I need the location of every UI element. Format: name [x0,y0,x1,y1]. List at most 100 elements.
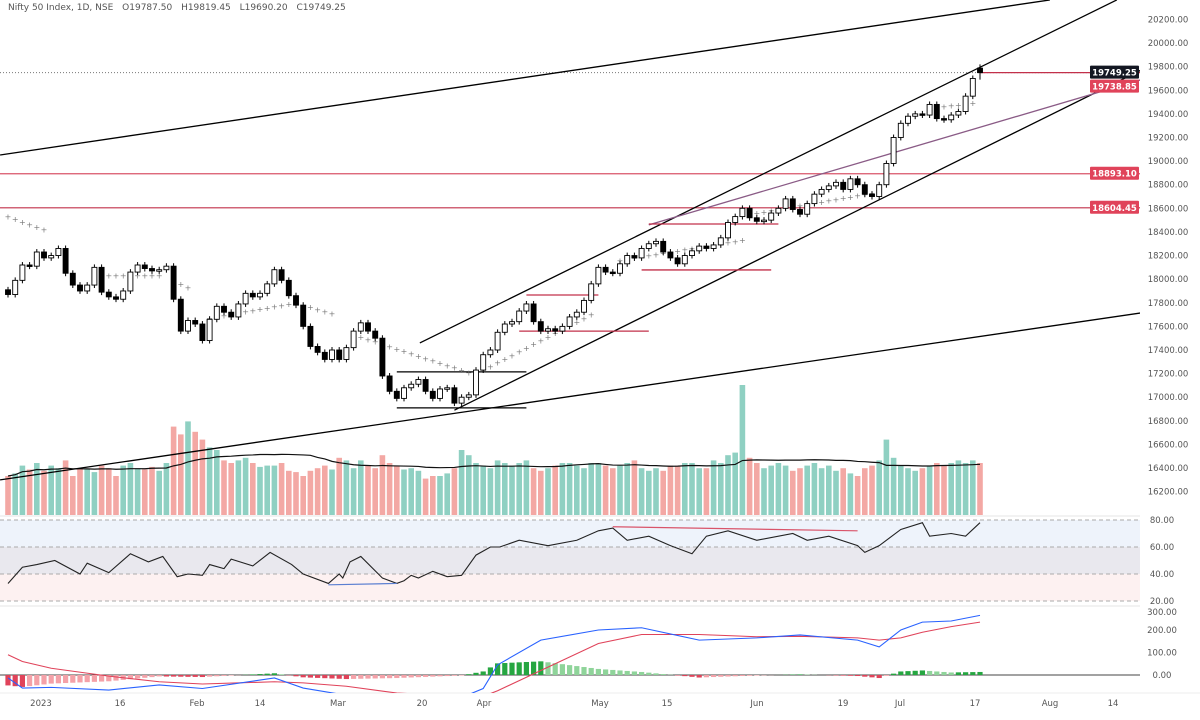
macd-histogram-bar [394,675,400,679]
rsi-line [7,522,981,585]
candle [566,316,573,327]
volume-bar [480,465,486,515]
macd-histogram-bar [552,663,558,675]
volume-bar [408,468,414,515]
macd-tick-label: 300.00 [1147,608,1177,618]
volume-bar [77,468,83,515]
volume-bar [797,468,803,515]
volume-bar [581,468,587,515]
candle [617,263,623,274]
volume-bar [725,455,731,515]
candle [573,311,580,318]
macd-histogram-bar [271,673,277,675]
volume-bar [235,460,242,515]
macd-histogram-bar [876,675,882,679]
volume-bar [912,470,918,515]
candle [170,265,177,300]
candle [739,207,746,218]
candle [19,264,26,281]
trailing-stop-dot: + [285,300,292,309]
volume-bar [242,457,249,515]
candle [285,279,292,297]
volume-bar [48,465,54,515]
candle [12,279,19,295]
macd-histogram-bar [883,675,889,676]
candle [465,394,472,398]
volume-bar [869,465,875,515]
trendline [0,0,1050,156]
macd-histogram-bar [955,672,961,675]
trailing-stop-dot: + [465,368,472,377]
candle [588,283,595,301]
candle [113,296,119,300]
candle [523,303,530,312]
candle [696,245,703,252]
macd-tick-label: 0.00 [1153,671,1172,681]
candle [516,310,523,323]
price-pane: + + + + + ++ + + + + + ++ ++ + + + + + + + + + + ++ + ++ + + + + + + + + +… [0,0,1140,515]
macd-histogram-bar [927,670,933,675]
trailing-stop-dot: + [573,318,580,327]
macd-histogram-bar [934,671,940,675]
trailing-stop-dot: + [278,301,285,310]
candle [350,330,357,349]
candle [249,292,256,298]
price-tick-label: 18400.00 [1148,228,1189,238]
volume-bar [941,465,947,515]
rsi-tick-label: 60.00 [1150,543,1174,553]
candle [213,305,220,320]
volume-bar [444,473,450,515]
volume-bar [286,470,292,515]
volume-bar [624,463,630,515]
price-tick-label: 18200.00 [1148,252,1189,262]
volume-bar [386,463,393,515]
candle [789,198,796,210]
candle [422,379,429,392]
volume-bar [934,463,940,515]
trailing-stop-dot: + [818,198,825,207]
trailing-stop-dot: + [365,335,372,344]
rsi-lower-band [0,574,1140,601]
candle [545,328,551,332]
macd-histogram-bar [631,671,637,675]
macd-histogram-bar [487,667,493,675]
volume-bar [26,469,33,515]
trailing-stop-dot: + [739,236,746,245]
macd-histogram-bar [516,662,522,675]
volume-bar [214,450,220,515]
candle [307,325,314,347]
volume-bar [365,465,371,515]
volume-bar [754,463,760,515]
trailing-stop-dot: + [437,359,444,368]
price-label-box [1090,65,1139,79]
macd-histogram-bar [387,675,393,679]
volume-bar [401,469,407,515]
candle [811,193,818,205]
price-tick-label: 19000.00 [1148,157,1189,167]
candle [969,78,976,97]
candle [487,349,494,356]
trailing-stop-dot: + [221,312,228,321]
candle [48,255,55,259]
trailing-stop-dot: + [33,223,40,232]
volume-bar [178,434,184,515]
candle [660,240,667,253]
price-tick-label: 20200.00 [1148,15,1189,25]
macd-histogram-bar [214,675,220,677]
volume-bar [221,460,227,515]
candle [62,248,69,274]
volume-bar [149,466,155,515]
trailing-stop-dot: + [329,309,336,318]
macd-histogram-bar [106,675,112,682]
trailing-stop-dot: + [105,272,112,281]
trailing-stop-dot: + [372,338,379,347]
candle [91,266,98,286]
candle [401,387,407,399]
rsi-divergence-line [612,526,858,532]
macd-histogram-bar [199,675,205,678]
trailing-stop-dot: + [242,308,249,317]
candle [177,298,184,332]
trailing-stop-dot: + [458,366,465,375]
trailing-stop-dot: + [393,345,400,354]
